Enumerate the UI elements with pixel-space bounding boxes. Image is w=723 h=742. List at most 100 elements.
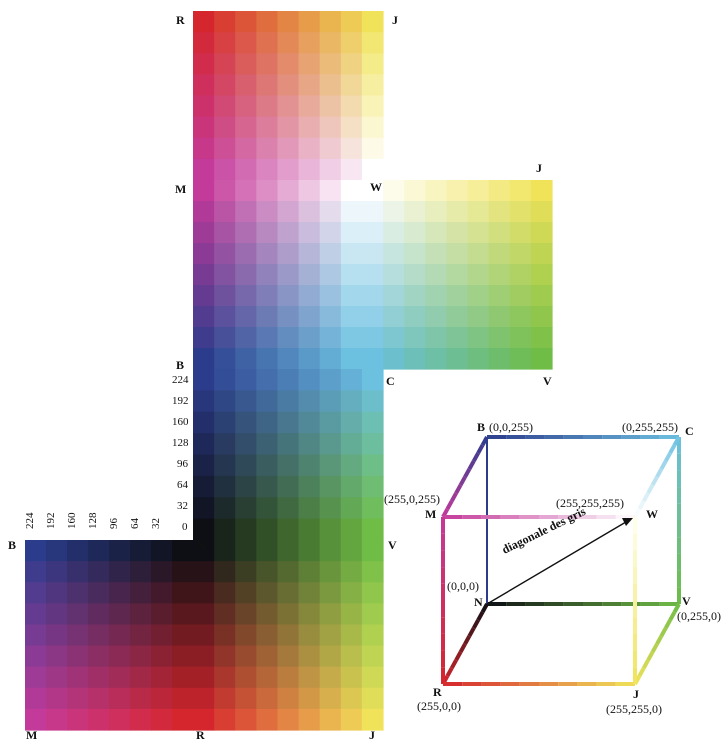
mosaic-cell-wjcv [488, 243, 511, 265]
mosaic-cell-nvrj [277, 624, 300, 647]
mosaic-cell-rjmw [256, 11, 279, 33]
mosaic-cell-bcnv [277, 518, 300, 541]
mosaic-cell-bnmr [130, 708, 152, 731]
mosaic-cell-wjcv [509, 327, 532, 349]
mosaic-cell-mwbc [256, 264, 279, 286]
mosaic-cell-mwbc [340, 285, 363, 307]
mosaic-cell-rjmw [277, 158, 300, 181]
mosaic-cell-bnmr [109, 603, 131, 626]
mosaic-cell-mwbc [235, 243, 257, 265]
mosaic-cell-bcnv [214, 369, 236, 391]
mosaic-cell-rjmw [235, 11, 257, 33]
cube-edge-C-W [650, 476, 659, 486]
mosaic-cell-nvrj [340, 582, 363, 604]
mosaic-cell-rjmw [319, 32, 342, 54]
mosaic-cell-nvrj [340, 603, 363, 626]
mosaic-cell-mwbc [235, 348, 257, 370]
mosaic-cell-mwbc [193, 180, 215, 202]
mosaic-cell-bnmr [25, 603, 47, 626]
mosaic-cell-nvrj [361, 561, 384, 583]
mosaic-cell-bcnv [340, 518, 363, 541]
mosaic-cell-bcnv [361, 454, 384, 477]
mosaic-cell-wjcv [509, 264, 532, 286]
cube-edge-V-J [672, 603, 681, 613]
cube-rgb-B: (0,0,255) [489, 420, 533, 434]
cube-edge-V-J [655, 635, 664, 645]
mosaic-cell-wjcv [509, 222, 532, 244]
mosaic-cell-mwbc [193, 285, 215, 307]
mosaic-cell-bcnv [235, 433, 257, 456]
mosaic-cell-bnmr [25, 645, 47, 668]
cube-edge-N-R [450, 659, 458, 669]
mosaic-cell-rjmw [235, 137, 257, 160]
mosaic-cell-bcnv [340, 433, 363, 456]
label-V-mid: V [543, 374, 552, 388]
mosaic-cell-nvrj [193, 603, 215, 626]
mosaic-cell-wjcv [362, 348, 384, 370]
mosaic-cell-bnmr [46, 603, 68, 626]
mosaic-cell-mwbc [277, 180, 300, 202]
mosaic-cell-bnmr [88, 624, 110, 647]
label-V-right: V [388, 538, 397, 552]
mosaic-cell-mwbc [256, 222, 279, 244]
mosaic-cell-wjcv [446, 306, 469, 328]
mosaic-cell-bcnv [193, 433, 215, 456]
cube-edge-C-W [659, 460, 668, 470]
mosaic-cell-wjcv [383, 285, 405, 307]
mosaic-cell-bcnv [214, 454, 236, 477]
mosaic-cell-nvrj [298, 687, 321, 710]
mosaic-cell-bnmr [151, 561, 173, 583]
mosaic-cell-bcnv [193, 411, 215, 434]
mosaic-cell-rjmw [277, 95, 300, 118]
mosaic-cell-mwbc [319, 306, 342, 328]
mosaic-cell-nvrj [214, 687, 236, 710]
mosaic-cell-nvrj [235, 645, 257, 668]
mosaic-cell-mwbc [193, 327, 215, 349]
mosaic-cell-mwbc [298, 306, 321, 328]
mosaic-cell-bnmr [88, 708, 110, 731]
mosaic-cell-nvrj [235, 624, 257, 647]
mosaic-cell-bnmr [67, 561, 89, 583]
mosaic-cell-bnmr [151, 582, 173, 604]
cube-edge-B-M [463, 468, 472, 478]
mosaic-cell-bnmr [67, 645, 89, 668]
mosaic-cell-nvrj [193, 645, 215, 668]
mosaic-cell-wjcv [404, 222, 426, 244]
tick-h-160: 160 [66, 512, 78, 530]
label-C-mid: C [386, 374, 395, 388]
mosaic-cell-nvrj [193, 624, 215, 647]
mosaic-cell-rjmw [361, 116, 384, 139]
mosaic-cell-bnmr [109, 582, 131, 604]
mosaic-cell-rjmw [193, 137, 215, 160]
mosaic-cell-mwbc [235, 264, 257, 286]
mosaic-cell-bcnv [193, 497, 215, 520]
mosaic-cell-bcnv [319, 518, 342, 541]
mosaic-cell-rjmw [214, 74, 236, 97]
mosaic-cell-nvrj [319, 540, 342, 562]
mosaic-cell-bnmr [67, 624, 89, 647]
mosaic-cell-rjmw [256, 95, 279, 118]
mosaic-cell-nvrj [235, 540, 257, 562]
mosaic-cell-bnmr [46, 645, 68, 668]
mosaic-cell-wjcv [404, 285, 426, 307]
mosaic-cell-wjcv [362, 306, 384, 328]
mosaic-cell-rjmw [361, 137, 384, 160]
mosaic-cell-bnmr [67, 582, 89, 604]
mosaic-cell-mwbc [277, 306, 300, 328]
mosaic-cell-wjcv [467, 180, 490, 202]
mosaic-cell-rjmw [235, 74, 257, 97]
mosaic-cell-nvrj [214, 603, 236, 626]
mosaic-cell-bnmr [88, 582, 110, 604]
mosaic-cell-mwbc [193, 306, 215, 328]
cube-rgb-W: (255,255,255) [556, 496, 624, 510]
mosaic-cell-rjmw [319, 95, 342, 118]
mosaic-cell-wjcv [425, 306, 448, 328]
mosaic-cell-bnmr [25, 540, 47, 562]
label-W-mid: W [370, 180, 382, 194]
mosaic-cell-mwbc [193, 348, 215, 370]
mosaic-cell-mwbc [256, 327, 279, 349]
mosaic-cell-nvrj [256, 540, 279, 562]
mosaic-cell-wjcv [404, 327, 426, 349]
mosaic-cell-mwbc [214, 243, 236, 265]
